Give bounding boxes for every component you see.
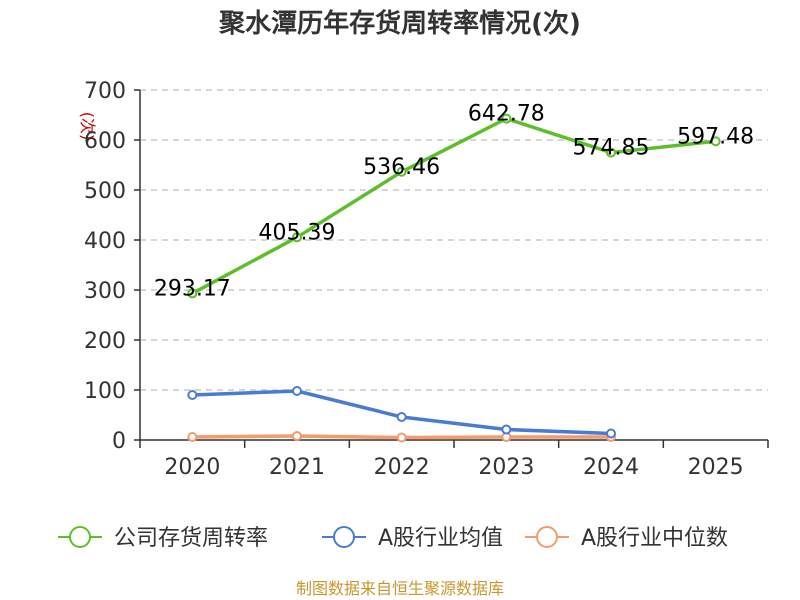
legend-label: 公司存货周转率 [114,526,268,551]
data-point [396,166,407,177]
legend-item: A股行业均值 [322,526,503,551]
data-point [292,431,302,441]
data-label: 405.39 [259,220,336,245]
y-tick-label: 100 [84,379,126,404]
legend: 公司存货周转率 A股行业均值 A股行业中位数 [58,526,728,551]
data-label: 642.78 [468,102,545,127]
y-tick-label: 0 [112,429,126,454]
y-axis: 0 100 200 300 400 500 600 700 [84,79,141,454]
data-point [606,428,616,439]
x-tick-label: 2022 [374,455,430,480]
x-tick-label: 2021 [269,455,325,480]
data-point [292,386,302,396]
data-label: 536.46 [363,155,440,180]
data-point [710,136,721,147]
y-tick-label: 500 [84,179,126,204]
y-tick-label: 200 [84,329,126,354]
data-point [187,432,198,442]
x-axis: 2020 2021 2022 2023 2024 2025 [139,439,769,480]
data-point [606,147,616,158]
grid-lines [140,89,768,391]
data-point [501,424,512,435]
data-label: 597.48 [677,124,754,149]
series-lines [187,113,721,443]
legend-swatch-marker [69,526,91,548]
data-point [187,288,198,299]
chart-title: 聚水潭历年存货周转率情况(次) [218,8,581,39]
x-tick-label: 2025 [688,455,744,480]
data-labels: 293.17 405.39 536.46 642.78 574.85 597.48 [154,102,754,302]
legend-swatch-marker [536,526,558,548]
data-label: 574.85 [573,136,650,161]
y-tick-label: 300 [84,279,126,304]
series-line [191,116,716,295]
legend-swatch-marker [333,526,355,548]
data-point [292,232,302,243]
legend-label: A股行业中位数 [581,526,728,551]
y-tick-label: 600 [84,129,126,154]
data-point [396,412,407,422]
y-tick-label: 700 [84,79,126,104]
x-tick-label: 2020 [164,455,220,480]
data-point [187,390,198,400]
source-note: 制图数据来自恒生聚源数据库 [296,579,504,598]
y-axis-label: (次) [78,112,97,141]
legend-item: A股行业中位数 [525,526,728,551]
legend-item: 公司存货周转率 [58,526,268,551]
x-tick-label: 2023 [478,455,534,480]
y-tick-label: 400 [84,229,126,254]
data-point [396,432,407,443]
data-point [501,113,512,124]
data-label: 293.17 [154,276,231,301]
x-tick-label: 2024 [583,455,639,480]
legend-label: A股行业均值 [378,526,503,551]
